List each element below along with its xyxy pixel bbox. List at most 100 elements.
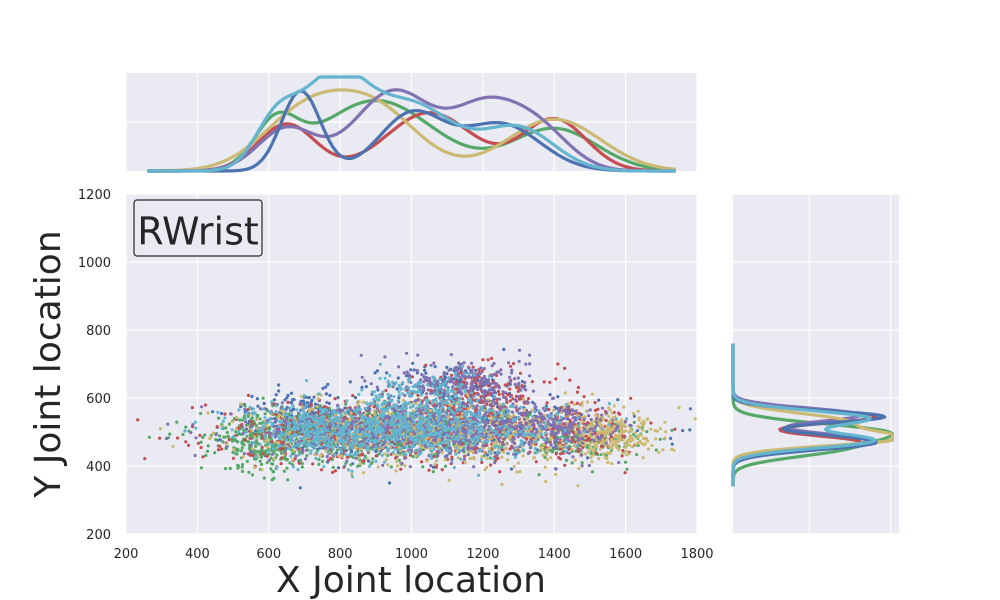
- scatter-point: [622, 405, 626, 409]
- scatter-point: [340, 454, 344, 458]
- scatter-point: [646, 447, 651, 451]
- scatter-point: [450, 403, 454, 407]
- scatter-point: [164, 436, 169, 441]
- scatter-point: [516, 461, 521, 465]
- scatter-point: [271, 470, 275, 474]
- scatter-point: [277, 441, 281, 445]
- scatter-point: [437, 451, 441, 455]
- scatter-point: [626, 439, 631, 443]
- scatter-point: [590, 470, 595, 474]
- scatter-point: [558, 452, 563, 456]
- scatter-point: [545, 448, 549, 453]
- scatter-point: [422, 380, 426, 384]
- scatter-point: [527, 435, 531, 439]
- scatter-point: [516, 389, 520, 393]
- scatter-point: [646, 417, 650, 421]
- scatter-point: [479, 366, 483, 370]
- scatter-point: [397, 458, 401, 462]
- scatter-point: [253, 450, 258, 454]
- scatter-point: [585, 456, 590, 460]
- scatter-point: [256, 417, 260, 421]
- scatter-point: [225, 430, 229, 435]
- scatter-point: [553, 405, 557, 409]
- scatter-point: [447, 478, 451, 482]
- scatter-point: [431, 465, 436, 469]
- scatter-point: [457, 361, 461, 365]
- scatter-point: [346, 425, 351, 430]
- scatter-point: [474, 418, 478, 422]
- scatter-point: [581, 433, 585, 438]
- scatter-point: [277, 413, 281, 417]
- scatter-point: [310, 398, 314, 402]
- y-density-curve: [731, 343, 877, 487]
- scatter-point: [285, 396, 289, 400]
- scatter-point: [358, 453, 362, 457]
- scatter-point: [642, 419, 646, 423]
- scatter-point: [604, 453, 609, 457]
- scatter-point: [353, 396, 358, 400]
- scatter-point: [206, 411, 210, 415]
- scatter-point: [629, 396, 633, 400]
- scatter-point: [517, 359, 521, 363]
- scatter-point: [429, 363, 433, 367]
- scatter-point: [199, 411, 203, 416]
- scatter-point: [242, 428, 246, 432]
- scatter-point: [525, 417, 530, 421]
- scatter-point: [281, 447, 285, 451]
- scatter-point: [663, 420, 667, 424]
- scatter-point: [490, 364, 494, 368]
- scatter-point: [211, 431, 215, 435]
- scatter-point: [585, 400, 590, 404]
- scatter-point: [530, 380, 535, 384]
- scatter-point: [299, 399, 303, 403]
- top-marginal-axes: [125, 73, 698, 173]
- scatter-point: [487, 381, 491, 385]
- scatter-point: [522, 398, 526, 402]
- scatter-point: [414, 398, 418, 403]
- scatter-point: [386, 410, 390, 414]
- scatter-point: [564, 458, 569, 462]
- scatter-point: [196, 441, 200, 445]
- scatter-point: [554, 452, 558, 456]
- scatter-point: [474, 368, 478, 372]
- scatter-point: [488, 456, 492, 460]
- scatter-point: [253, 435, 257, 439]
- scatter-point: [621, 449, 625, 453]
- scatter-point: [532, 455, 536, 460]
- scatter-point: [636, 409, 640, 413]
- scatter-point: [657, 450, 661, 454]
- scatter-point: [616, 420, 620, 425]
- scatter-point: [549, 432, 553, 436]
- scatter-point: [350, 472, 354, 476]
- scatter-point: [239, 402, 243, 406]
- scatter-point: [361, 400, 365, 404]
- scatter-point: [485, 457, 489, 461]
- scatter-point: [545, 401, 549, 405]
- scatter-point: [590, 435, 594, 439]
- scatter-point: [497, 392, 501, 396]
- scatter-point: [250, 473, 255, 477]
- scatter-point: [375, 385, 379, 389]
- scatter-point: [534, 405, 538, 409]
- scatter-point: [519, 388, 523, 392]
- scatter-point: [606, 432, 610, 436]
- scatter-point: [411, 361, 415, 365]
- scatter-point: [317, 458, 321, 462]
- scatter-point: [497, 439, 501, 443]
- scatter-point: [397, 396, 401, 400]
- scatter-point: [460, 391, 464, 395]
- scatter-point: [455, 369, 459, 373]
- scatter-point: [502, 450, 506, 454]
- scatter-point: [615, 446, 620, 450]
- scatter-point: [272, 402, 276, 406]
- scatter-point: [414, 401, 418, 406]
- scatter-point: [200, 405, 204, 409]
- scatter-point: [525, 437, 529, 441]
- scatter-point: [351, 394, 355, 398]
- scatter-point: [487, 378, 491, 382]
- scatter-point: [424, 371, 428, 375]
- scatter-point: [559, 444, 563, 448]
- scatter-point: [343, 406, 347, 410]
- scatter-point: [269, 467, 273, 471]
- scatter-point: [455, 431, 459, 435]
